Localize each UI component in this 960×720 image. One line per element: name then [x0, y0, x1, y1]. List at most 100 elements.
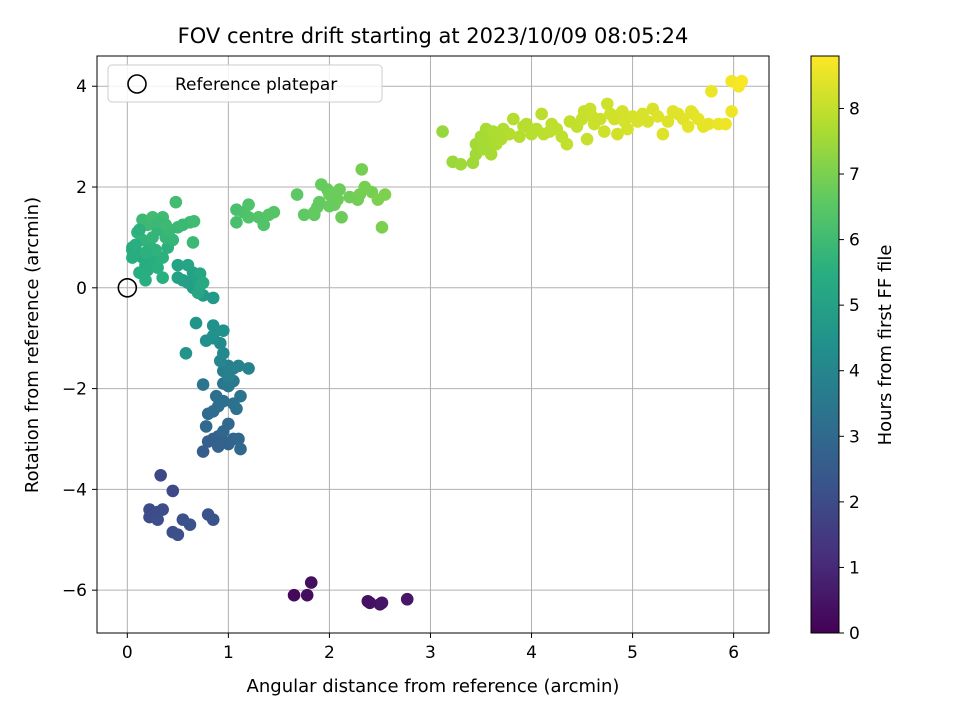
data-point — [133, 223, 146, 237]
data-point — [166, 233, 180, 247]
data-point — [597, 125, 611, 138]
x-tick-label: 3 — [425, 643, 436, 663]
data-point — [287, 588, 301, 602]
data-point — [222, 369, 235, 383]
data-point — [621, 122, 634, 136]
data-point — [169, 195, 183, 209]
legend-label: Reference platepar — [175, 75, 337, 95]
data-point — [242, 210, 255, 224]
data-point — [335, 210, 348, 224]
colorbar-ticks: 0 1 2 3 4 5 6 7 8 — [839, 99, 860, 644]
data-point — [719, 117, 732, 131]
data-point — [217, 347, 230, 360]
data-point — [502, 127, 516, 141]
grid-lines — [97, 56, 769, 633]
y-tick-label: −4 — [62, 480, 87, 500]
data-point — [196, 445, 210, 458]
data-point — [206, 513, 220, 526]
x-tick-label: 5 — [627, 643, 638, 663]
data-point — [242, 362, 255, 375]
x-axis-ticks: 0 1 2 3 4 5 6 — [122, 633, 739, 663]
data-point — [179, 347, 193, 360]
data-point — [297, 208, 311, 222]
data-point — [151, 261, 164, 274]
data-point — [313, 195, 326, 209]
data-point — [154, 468, 167, 482]
scatter-points — [126, 74, 749, 611]
colorbar-tick-label: 1 — [849, 558, 860, 578]
data-point — [593, 112, 607, 126]
data-point — [323, 199, 336, 213]
data-point — [375, 221, 389, 234]
legend-box — [107, 64, 383, 103]
data-point — [363, 596, 377, 610]
y-tick-label: 2 — [76, 178, 87, 198]
data-point — [684, 105, 698, 118]
data-point — [159, 218, 173, 232]
data-point — [166, 484, 180, 498]
data-point — [436, 125, 449, 138]
y-axis-label: Rotation from reference (arcmin) — [22, 197, 43, 493]
data-point — [616, 105, 629, 118]
x-tick-label: 2 — [324, 643, 335, 663]
data-point — [232, 359, 245, 373]
x-tick-label: 6 — [728, 643, 739, 663]
data-point — [151, 513, 164, 526]
data-point — [183, 518, 197, 531]
y-axis-ticks: −6 −4 −2 0 2 4 — [62, 77, 97, 601]
data-point — [705, 84, 718, 98]
y-tick-label: 0 — [76, 279, 87, 299]
data-point — [181, 258, 195, 272]
data-point — [189, 316, 203, 330]
data-point — [355, 163, 369, 176]
data-point — [206, 319, 220, 332]
colorbar-tick-label: 8 — [849, 99, 860, 119]
data-point — [300, 588, 314, 602]
data-point — [661, 115, 675, 128]
data-point — [641, 115, 655, 128]
data-point — [196, 378, 210, 391]
data-point — [136, 213, 149, 227]
plot-frame — [96, 55, 770, 634]
colorbar-tick-label: 5 — [849, 296, 860, 316]
colorbar-tick-label: 0 — [849, 624, 860, 644]
data-point — [156, 271, 169, 285]
x-tick-label: 0 — [122, 643, 133, 663]
data-point — [474, 130, 488, 143]
data-point — [234, 389, 247, 403]
data-point — [222, 417, 235, 431]
data-point — [400, 592, 414, 606]
data-point — [217, 324, 230, 337]
data-point — [513, 130, 526, 143]
data-point — [375, 596, 389, 610]
data-point — [725, 105, 738, 118]
data-point — [580, 132, 594, 146]
data-point — [171, 258, 185, 272]
colorbar-tick-label: 2 — [849, 493, 860, 513]
chart-title: FOV centre drift starting at 2023/10/09 … — [178, 24, 689, 48]
data-point — [206, 291, 220, 305]
data-point — [651, 110, 665, 123]
colorbar-tick-label: 6 — [849, 231, 860, 251]
data-point — [171, 271, 185, 285]
colorbar — [810, 55, 840, 634]
data-point — [199, 420, 213, 433]
data-point — [535, 107, 548, 121]
data-point — [492, 130, 506, 143]
data-point — [601, 97, 614, 111]
data-point — [611, 127, 624, 141]
data-point — [507, 112, 520, 126]
data-point — [656, 127, 670, 141]
data-point — [702, 117, 715, 131]
data-point — [196, 276, 210, 290]
data-point — [139, 273, 152, 287]
data-point — [681, 120, 695, 133]
x-tick-label: 1 — [223, 643, 234, 663]
colorbar-tick-label: 7 — [849, 165, 860, 185]
data-point — [560, 137, 574, 151]
data-point — [333, 183, 346, 196]
data-point — [230, 215, 243, 229]
data-point — [209, 389, 223, 403]
data-point — [126, 251, 139, 264]
colorbar-tick-label: 4 — [849, 362, 860, 382]
